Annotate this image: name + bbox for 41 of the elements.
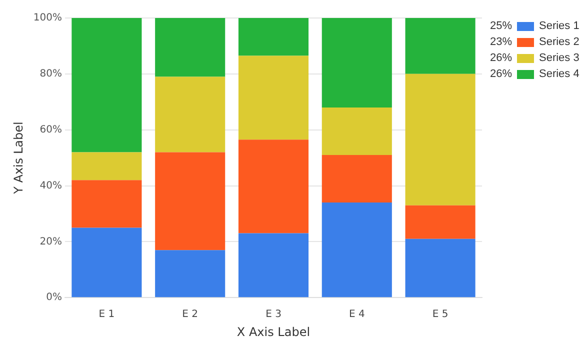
bar xyxy=(155,250,226,298)
text: 26% xyxy=(488,68,512,80)
bar xyxy=(238,56,309,140)
bar xyxy=(322,107,392,156)
bar xyxy=(238,140,309,234)
legend-label: Series 4 xyxy=(539,68,580,80)
bar xyxy=(155,76,226,152)
text: 26% xyxy=(488,52,512,64)
bar xyxy=(72,18,142,152)
text: 25% xyxy=(488,20,512,32)
bar xyxy=(405,238,476,298)
bar xyxy=(322,202,392,298)
bar xyxy=(72,180,142,228)
bar xyxy=(155,152,226,250)
x-tick-label: E 5 xyxy=(432,309,448,320)
bar xyxy=(72,152,142,180)
bar xyxy=(238,233,309,298)
bar xyxy=(322,155,392,203)
y-tick-label: 80% xyxy=(40,68,62,80)
y-axis-title: Y Axis Label xyxy=(11,122,26,195)
bar xyxy=(238,18,309,56)
text: 23% xyxy=(488,36,512,48)
x-tick-label: E 1 xyxy=(98,309,115,320)
x-tick-label: E 3 xyxy=(266,309,282,320)
legend-label: Series 2 xyxy=(539,36,580,48)
y-tick-label: 20% xyxy=(40,236,62,248)
bar xyxy=(405,205,476,239)
legend-label: Series 3 xyxy=(539,52,580,64)
bar xyxy=(72,228,142,298)
y-tick-label: 60% xyxy=(40,124,62,136)
bar xyxy=(405,74,476,206)
legend-label: Series 1 xyxy=(539,20,580,32)
bar xyxy=(322,18,392,108)
bar xyxy=(405,18,476,74)
x-tick-label: E 2 xyxy=(182,309,198,320)
bar xyxy=(155,18,226,77)
x-axis-title: X Axis Label xyxy=(236,324,310,339)
y-tick-label: 100% xyxy=(33,12,62,24)
x-tick-label: E 4 xyxy=(348,309,365,320)
y-tick-label: 40% xyxy=(40,180,62,192)
y-tick-label: 0% xyxy=(46,292,62,304)
